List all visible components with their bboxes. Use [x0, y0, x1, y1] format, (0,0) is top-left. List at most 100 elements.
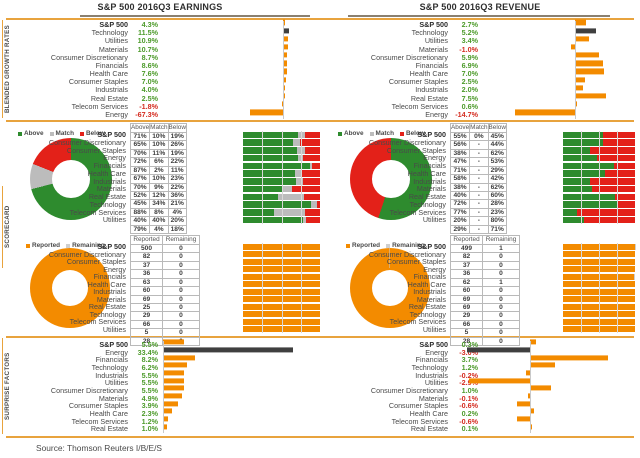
band-rule-bottom [6, 436, 634, 438]
scorecard-col-header: Below [167, 123, 187, 133]
table-row: 87% 2% 11% [129, 165, 187, 176]
reported-cell: 1 [481, 243, 521, 254]
surprise-row-label: Consumer Discretionary [50, 386, 128, 395]
scorecard-row-label: Consumer Discretionary [48, 137, 126, 147]
stacked-seg-match [309, 162, 312, 170]
legend-item-match: Match [369, 130, 394, 137]
growth-row-value: 0.6% [461, 101, 478, 111]
reported-cell: 69 [450, 302, 483, 313]
surprise-row-value: -0.1% [459, 393, 478, 403]
stacked-seg-above [243, 216, 304, 224]
band-label-growth: BLENDED GROWTH RATES [2, 20, 11, 118]
reported-cell: 0 [481, 328, 521, 338]
growth-bar [281, 101, 283, 107]
reported-row-label: Industrials [93, 287, 126, 296]
stack-gridline [581, 131, 582, 224]
reported-cell: 62 [450, 277, 483, 288]
growth-bar [570, 44, 575, 50]
scorecard-legend: Above Match Below [18, 130, 105, 137]
scorecard-row-label: S&P 500 [97, 130, 126, 139]
scorecard-cell: 18% [167, 224, 187, 235]
scorecard-row-label: Materials [416, 184, 446, 194]
reported-cell: 1 [481, 277, 521, 288]
stacked-seg-match [310, 201, 317, 208]
stacked-seg-below [292, 185, 320, 193]
reported-cell: 500 [130, 243, 163, 254]
scorecard-row-label: Industrials [413, 176, 446, 186]
stacked-seg-above [563, 154, 597, 162]
growth-bar [575, 19, 587, 26]
scorecard-table: Above Match Below 55% 0% 45% 56% -44% 38% -62% 47%… [449, 123, 507, 235]
legend-item-above: Above [18, 130, 44, 137]
scorecard-row-label: Real Estate [88, 192, 126, 201]
scorecard-cell: 88% [129, 207, 151, 218]
reported-row-label: Telecom Services [69, 317, 126, 326]
stacked-seg-below [614, 162, 635, 170]
reported-col-header: Reported [130, 235, 163, 245]
surprise-row-value: 0.1% [461, 424, 478, 434]
stacked-bar-row [243, 201, 320, 208]
scorecard-row-label: Telecom Services [69, 207, 126, 217]
surprise-row-label: Real Estate [90, 424, 128, 434]
table-row: 38% -62% [449, 182, 507, 193]
stacked-seg-above [563, 209, 578, 216]
scorecard-cell: 10% [149, 140, 169, 150]
scorecard-cell: 87% [129, 165, 151, 176]
reported-row-label: Telecom Services [389, 317, 446, 326]
growth-row-label: Energy [105, 109, 128, 119]
reported-row-label: Technology [409, 309, 446, 319]
reported-row-label: Utilities [422, 324, 446, 334]
reported-cell: 69 [450, 294, 483, 305]
stacked-seg-below [316, 201, 320, 208]
growth-bar [575, 77, 586, 83]
stack-gridline [617, 131, 618, 224]
table-row: 25 0 [130, 302, 201, 313]
surprise-bar [517, 400, 530, 407]
growth-row-value: 5.2% [461, 28, 478, 38]
stacked-seg-above [563, 131, 603, 139]
stacked-bar-row [563, 209, 635, 216]
scorecard-cell: 53% [487, 157, 507, 167]
scorecard-cell: 40% [149, 216, 169, 226]
growth-row-value: -1.0% [459, 44, 478, 54]
stacked-seg-rep [563, 243, 635, 250]
reported-cell: 25 [130, 302, 163, 313]
reported-cell: 82 [450, 252, 483, 262]
table-row: 45% 34% 21% [129, 199, 187, 209]
growth-bar [283, 60, 288, 66]
scorecard-cell: 0% [469, 131, 489, 142]
source-note: Source: Thomson Reuters I/B/E/S [36, 443, 162, 453]
stacked-seg-below [304, 209, 320, 216]
table-row: 52% 12% 36% [129, 190, 187, 201]
surprise-bar [525, 370, 530, 376]
stacked-seg-above [563, 201, 619, 208]
stacked-bar-row [563, 243, 635, 250]
growth-bar [575, 93, 606, 99]
scorecard-cell: 23% [487, 207, 507, 218]
growth-row-value: 3.4% [461, 36, 478, 46]
reported-row-label: Technology [89, 309, 126, 319]
table-row: 63 0 [130, 277, 201, 288]
table-row: 20% -80% [449, 216, 507, 226]
donut-hole [371, 269, 409, 307]
table-row: 29 0 [450, 311, 521, 321]
surprise-row-value: 1.2% [461, 363, 478, 372]
legend-item-remaining: Remaining [66, 242, 105, 249]
scorecard-cell: 56% [449, 140, 471, 150]
table-row: 47% -53% [449, 157, 507, 167]
band-rule-scorecard-bottom [6, 336, 634, 338]
growth-bar [575, 68, 604, 75]
scorecard-cell: - [469, 148, 489, 159]
stacked-bar-row [243, 154, 320, 162]
table-row: 56% -44% [449, 140, 507, 150]
growth-row-label: Health Care [89, 69, 128, 78]
stack-gridline [599, 243, 600, 333]
stacked-seg-above [243, 178, 297, 185]
stack-gridline [262, 243, 264, 333]
growth-row-label: Telecom Services [71, 101, 128, 111]
scorecard-row-label: S&P 500 [417, 130, 446, 139]
surprise-bar [163, 408, 172, 414]
growth-row-value: -67.3% [135, 109, 158, 119]
growth-row-value: 2.0% [461, 85, 478, 95]
